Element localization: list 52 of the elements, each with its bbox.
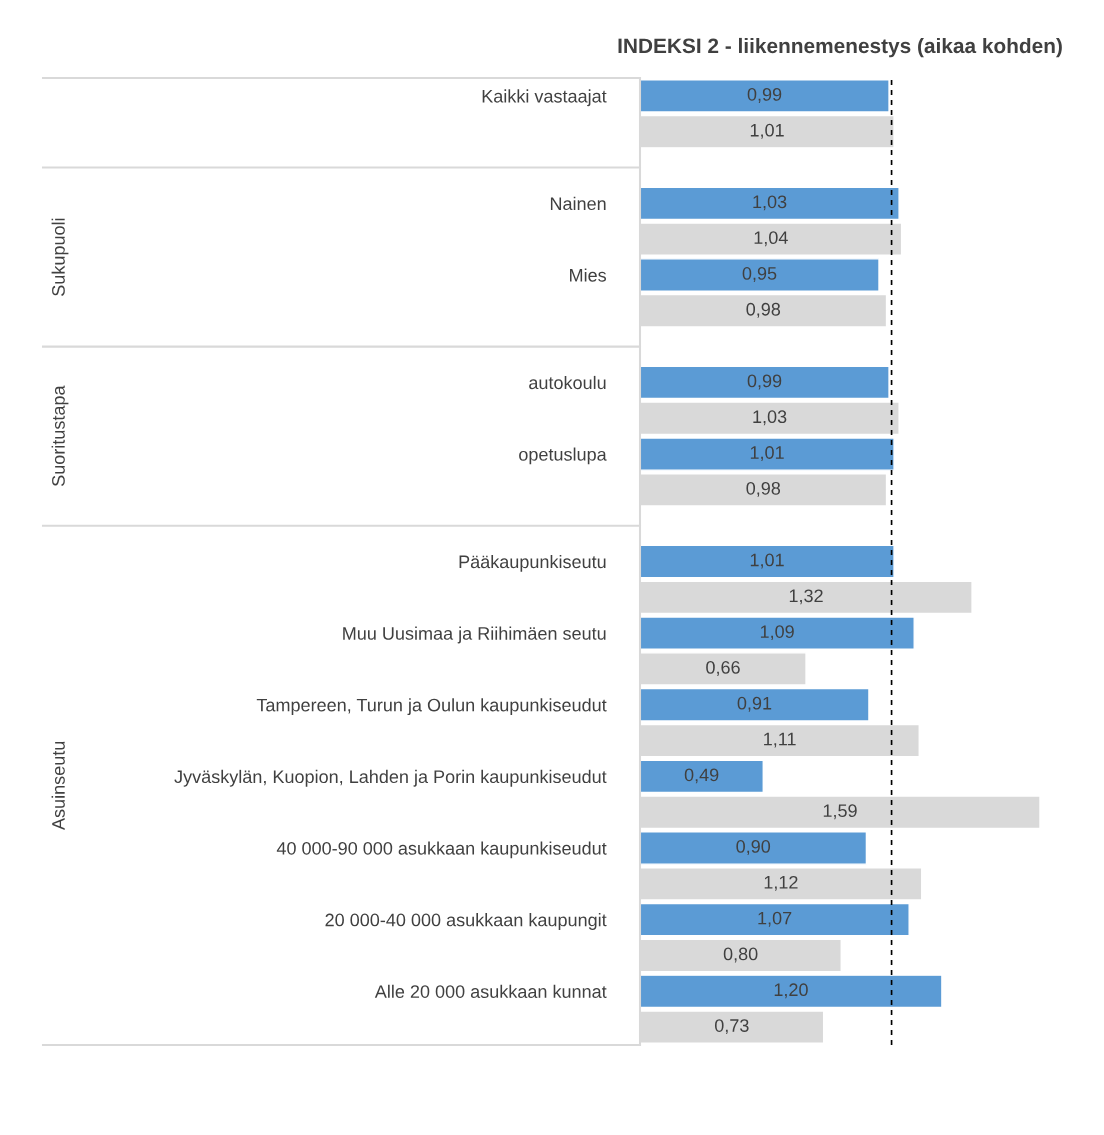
data-label: 1,03 bbox=[753, 410, 787, 426]
bar bbox=[640, 759, 764, 794]
bar bbox=[640, 186, 900, 221]
y-tick-label: Kaikki vastaajat bbox=[482, 89, 607, 107]
bar bbox=[640, 687, 870, 722]
data-label: 1,12 bbox=[764, 875, 798, 891]
data-label: 1,01 bbox=[750, 446, 784, 462]
bar bbox=[640, 616, 915, 650]
y-tick-label: Tampereen, Turun ja Oulun kaupunkiseudut bbox=[256, 698, 607, 716]
bar bbox=[640, 902, 910, 937]
y-tick-label: opetuslupa bbox=[519, 447, 607, 465]
data-label: 0,73 bbox=[714, 1019, 749, 1035]
bar bbox=[640, 79, 890, 113]
data-label: 1,59 bbox=[823, 804, 857, 820]
data-label: 0,98 bbox=[746, 302, 781, 318]
data-label: 0,80 bbox=[723, 947, 758, 963]
bar bbox=[640, 974, 943, 1009]
data-label: 1,09 bbox=[760, 625, 794, 641]
y-tick-label: Muu Uusimaa ja Riihimäen seutu bbox=[343, 626, 606, 644]
y-tick-label: Nainen bbox=[550, 196, 606, 211]
bar bbox=[640, 831, 868, 865]
y-tick-label: autokoulu bbox=[529, 375, 606, 390]
data-label: 0,90 bbox=[736, 840, 771, 855]
data-label: 1,01 bbox=[750, 553, 784, 569]
y-tick-label: 20 000-40 000 asukkaan kaupungit bbox=[325, 913, 607, 930]
y-tick-label: Pääkaupunkiseutu bbox=[459, 554, 606, 572]
text: Sukupuoli bbox=[51, 218, 69, 296]
data-label: 0,66 bbox=[706, 661, 740, 676]
data-label: 1,01 bbox=[750, 123, 784, 139]
data-label: 1,20 bbox=[774, 983, 808, 999]
data-label: 1,04 bbox=[754, 231, 788, 247]
data-label: 0,99 bbox=[747, 87, 782, 103]
data-label: 0,95 bbox=[742, 267, 777, 282]
y-tick-label: Mies bbox=[570, 268, 607, 282]
text: Suoritustapa bbox=[51, 385, 69, 487]
data-label: 0,99 bbox=[747, 374, 782, 390]
bar bbox=[640, 365, 890, 400]
y-tick-label: Alle 20 000 asukkaan kunnat bbox=[374, 984, 607, 998]
data-label: 0,91 bbox=[737, 696, 772, 712]
bar bbox=[640, 544, 895, 579]
data-label: 1,07 bbox=[758, 911, 792, 927]
y-tick-label: 40 000-90 000 asukkaan kaupunkiseudut bbox=[276, 841, 607, 859]
data-label: 1,11 bbox=[764, 732, 796, 748]
y-tick-label: Jyväskylän, Kuopion, Lahden ja Porin kaupunkiseudut bbox=[174, 769, 607, 787]
data-label: 0,49 bbox=[684, 768, 719, 784]
chart-title: INDEKSI 2 - liikennemenestys (aikaa kohden) bbox=[618, 37, 1062, 58]
bar bbox=[640, 258, 880, 292]
text: Asuinseutu bbox=[51, 741, 65, 830]
data-label: 1,32 bbox=[789, 589, 823, 605]
data-label: 0,98 bbox=[746, 481, 781, 497]
data-label: 1,03 bbox=[753, 195, 787, 211]
bar bbox=[640, 437, 895, 471]
